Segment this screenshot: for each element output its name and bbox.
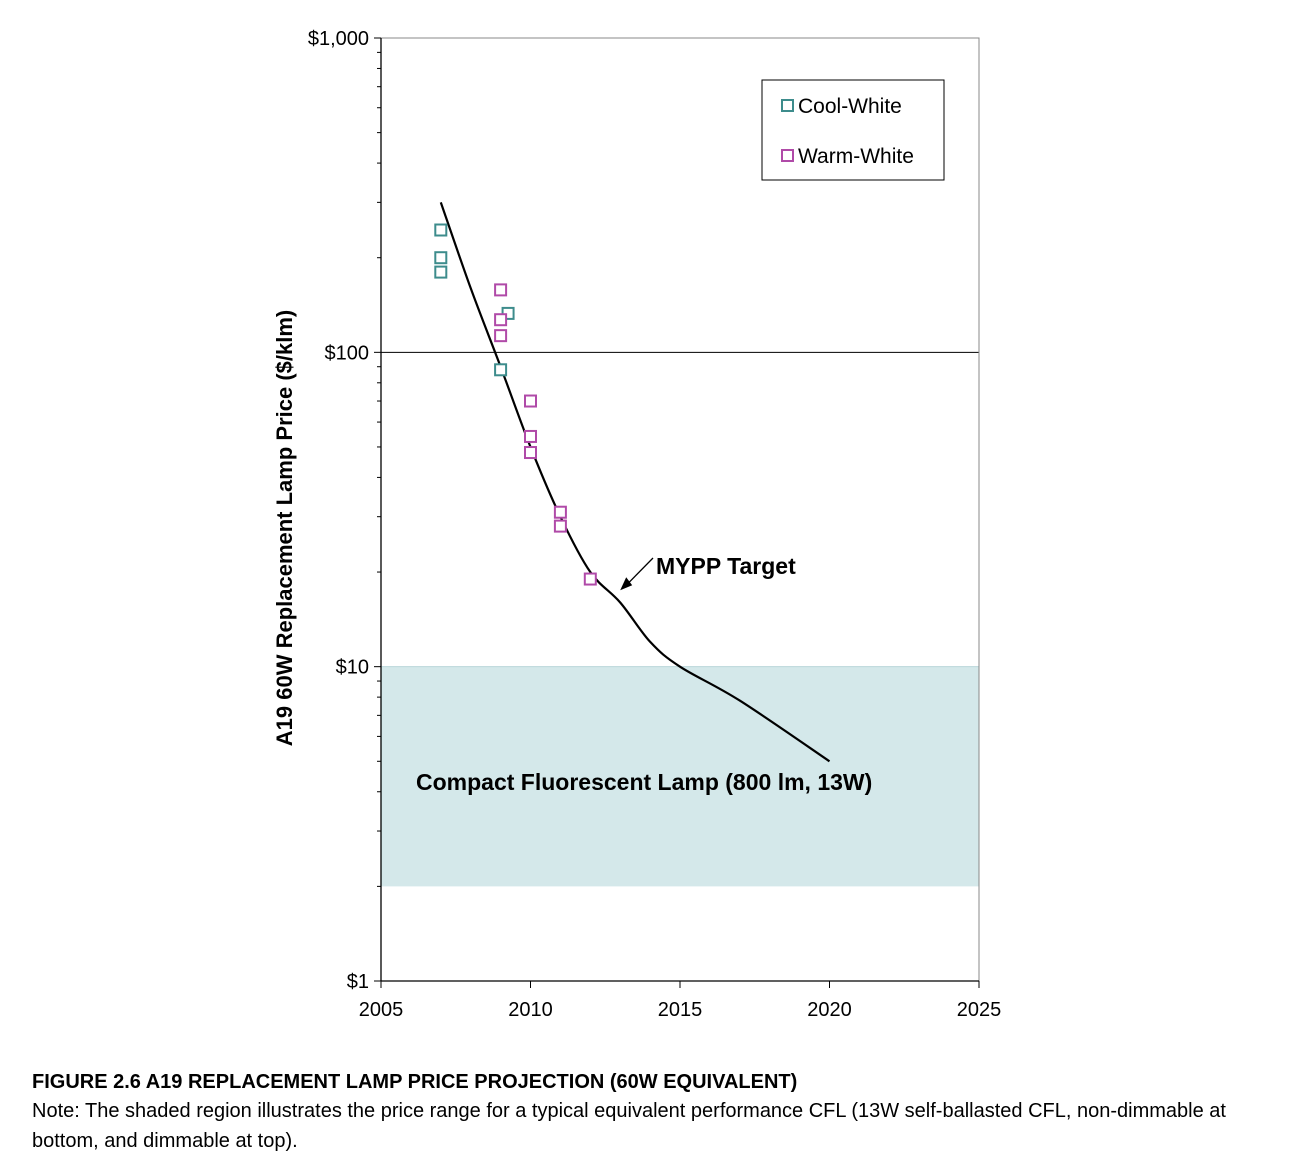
mypp-target-arrowhead bbox=[620, 577, 633, 591]
legend-entry-label: Warm-White bbox=[798, 145, 914, 168]
mypp-target-label: MYPP Target bbox=[656, 553, 796, 579]
mypp-target-line bbox=[439, 201, 831, 763]
warm-white-marker bbox=[583, 572, 597, 586]
warm-white-marker bbox=[494, 313, 508, 327]
x-tick-label: 2020 bbox=[807, 999, 852, 1021]
mypp-target-arrow bbox=[624, 557, 654, 587]
x-tick-label: 2015 bbox=[658, 999, 703, 1021]
cool-white-marker bbox=[434, 265, 448, 279]
warm-white-marker bbox=[553, 519, 567, 533]
legend-entry-label: Cool-White bbox=[798, 95, 902, 118]
legend: Cool-White Warm-White bbox=[761, 79, 945, 181]
legend-swatch bbox=[781, 149, 794, 162]
figure-title: FIGURE 2.6 A19 REPLACEMENT LAMP PRICE PR… bbox=[32, 1071, 798, 1093]
x-tick-label: 2010 bbox=[508, 999, 553, 1021]
tick-labels: $1 $10 $100 $1,000 2005 2010 2015 2020 2025 bbox=[308, 28, 1001, 1021]
data-markers bbox=[434, 223, 597, 586]
warm-white-marker bbox=[524, 394, 537, 408]
warm-white-marker bbox=[524, 446, 537, 460]
y-tick-label: $10 bbox=[336, 657, 369, 679]
legend-swatch bbox=[781, 99, 794, 112]
figure-caption: FIGURE 2.6 A19 REPLACEMENT LAMP PRICE PR… bbox=[32, 1068, 1272, 1156]
warm-white-marker bbox=[553, 505, 567, 519]
y-tick-label: $100 bbox=[325, 342, 370, 364]
axes bbox=[374, 37, 980, 988]
warm-white-marker bbox=[524, 429, 537, 443]
y-tick-label: $1 bbox=[347, 971, 369, 993]
cool-white-marker bbox=[434, 223, 448, 237]
x-tick-label: 2025 bbox=[957, 999, 1002, 1021]
warm-white-marker bbox=[494, 283, 508, 297]
y-axis-label: A19 60W Replacement Lamp Price ($/klm) bbox=[272, 310, 297, 747]
grid-lines bbox=[381, 351, 979, 668]
cfl-shaded-region bbox=[381, 666, 979, 887]
x-tick-label: 2005 bbox=[359, 999, 404, 1021]
cool-white-marker bbox=[434, 251, 448, 265]
cool-white-marker bbox=[494, 363, 508, 377]
legend-box bbox=[761, 79, 945, 181]
cfl-region-label: Compact Fluorescent Lamp (800 lm, 13W) bbox=[416, 769, 872, 795]
figure-note: Note: The shaded region illustrates the … bbox=[32, 1100, 1226, 1152]
warm-white-marker bbox=[494, 329, 508, 343]
y-tick-label: $1,000 bbox=[308, 28, 369, 50]
chart: $1 $10 $100 $1,000 2005 2010 2015 2020 2025 MYPP… bbox=[272, 28, 1001, 1021]
